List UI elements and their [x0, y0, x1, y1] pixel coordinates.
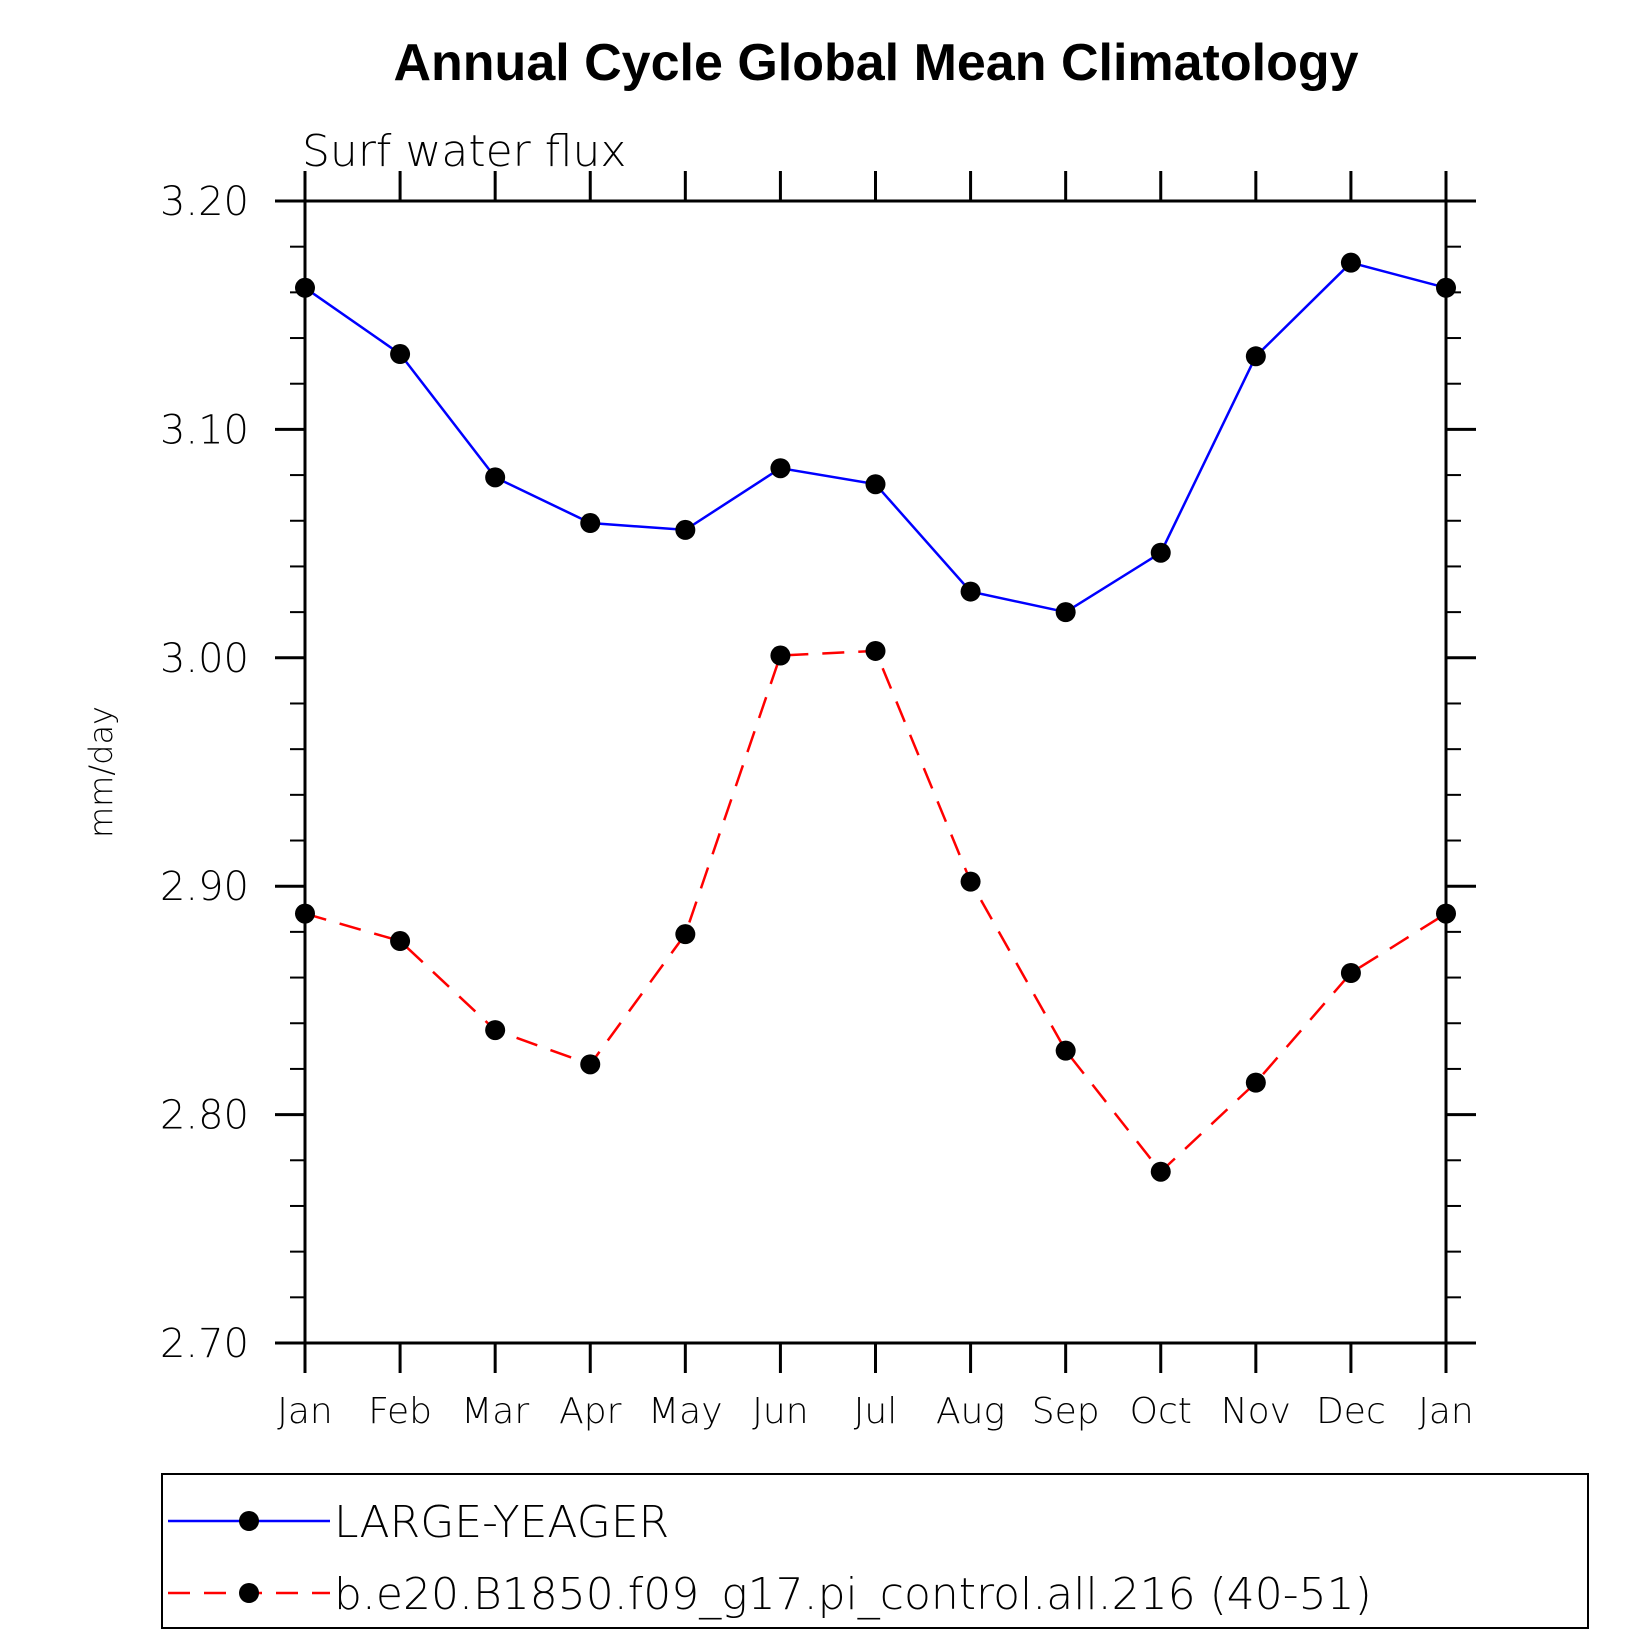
x-tick-label: Jul: [854, 1391, 897, 1432]
data-point: [485, 467, 506, 488]
series-2: [295, 640, 1456, 1182]
legend-label: LARGE-YEAGER: [334, 1497, 669, 1548]
data-point: [1340, 252, 1361, 273]
x-tick-label: Feb: [368, 1391, 432, 1432]
x-tick-label: Dec: [1316, 1391, 1386, 1432]
x-tick-label: Oct: [1130, 1391, 1192, 1432]
series-layer: [295, 252, 1456, 1182]
data-point: [770, 458, 791, 479]
legend-label: b.e20.B1850.f09_g17.pi_control.all.216 (…: [334, 1569, 1372, 1620]
data-point: [390, 931, 411, 952]
y-tick-label: 3.00: [160, 636, 249, 682]
x-tick-label: Jan: [1418, 1391, 1474, 1432]
legend: LARGE-YEAGER b.e20.B1850.f09_g17.pi_contr…: [161, 1473, 1589, 1629]
data-point: [1436, 903, 1456, 924]
legend-box: [161, 1473, 1589, 1629]
plot-frame: [303, 199, 1448, 1345]
data-point: [580, 513, 601, 534]
x-tick-labels: Jan Feb Mar Apr May Jun Jul Aug Sep Oct Nov Dec Jan: [277, 1391, 1474, 1432]
data-point: [1055, 602, 1076, 623]
data-point: [390, 344, 411, 365]
data-point: [865, 474, 886, 495]
x-tick-label: Nov: [1221, 1391, 1291, 1432]
chart-subtitle: Surf water flux: [302, 126, 626, 177]
y-tick-labels: 2.70 2.80 2.90 3.00 3.10 3.20: [160, 179, 249, 1367]
series-line: [304, 649, 1447, 1174]
y-tick-label: 2.90: [160, 864, 249, 910]
data-point: [675, 924, 696, 945]
legend-swatch-marker: [239, 1511, 259, 1531]
data-point: [295, 277, 315, 298]
axis-ticks: [275, 171, 1476, 1373]
data-point: [1150, 1161, 1171, 1182]
data-point: [675, 519, 696, 540]
data-point: [1055, 1040, 1076, 1061]
data-point: [1150, 542, 1171, 563]
x-tick-label: Aug: [936, 1391, 1005, 1432]
series-line: [304, 261, 1447, 614]
data-point: [865, 640, 886, 661]
x-tick-label: Apr: [559, 1391, 621, 1432]
data-point: [960, 581, 981, 602]
data-point: [1436, 277, 1456, 298]
x-tick-label: Jun: [752, 1391, 808, 1432]
series-1: [295, 252, 1456, 623]
data-point: [295, 903, 315, 924]
y-tick-label: 3.10: [160, 407, 249, 453]
y-tick-label: 3.20: [160, 179, 249, 225]
data-point: [485, 1020, 506, 1041]
data-point: [770, 645, 791, 666]
y-axis-label: mm/day: [82, 706, 120, 838]
legend-item: b.e20.B1850.f09_g17.pi_control.all.216 (…: [168, 1569, 1372, 1620]
x-tick-label: May: [648, 1391, 722, 1432]
y-tick-label: 2.70: [160, 1321, 249, 1367]
x-tick-label: Sep: [1032, 1391, 1100, 1432]
data-point: [580, 1054, 601, 1075]
x-tick-label: Mar: [461, 1391, 529, 1432]
data-point: [960, 871, 981, 892]
data-point: [1245, 346, 1266, 367]
x-tick-label: Jan: [277, 1391, 333, 1432]
legend-swatch-marker: [239, 1583, 259, 1603]
data-point: [1340, 962, 1361, 983]
y-tick-label: 2.80: [160, 1093, 249, 1139]
data-point: [1245, 1072, 1266, 1093]
legend-item: LARGE-YEAGER: [168, 1497, 669, 1548]
chart-title: Annual Cycle Global Mean Climatology: [393, 34, 1358, 92]
